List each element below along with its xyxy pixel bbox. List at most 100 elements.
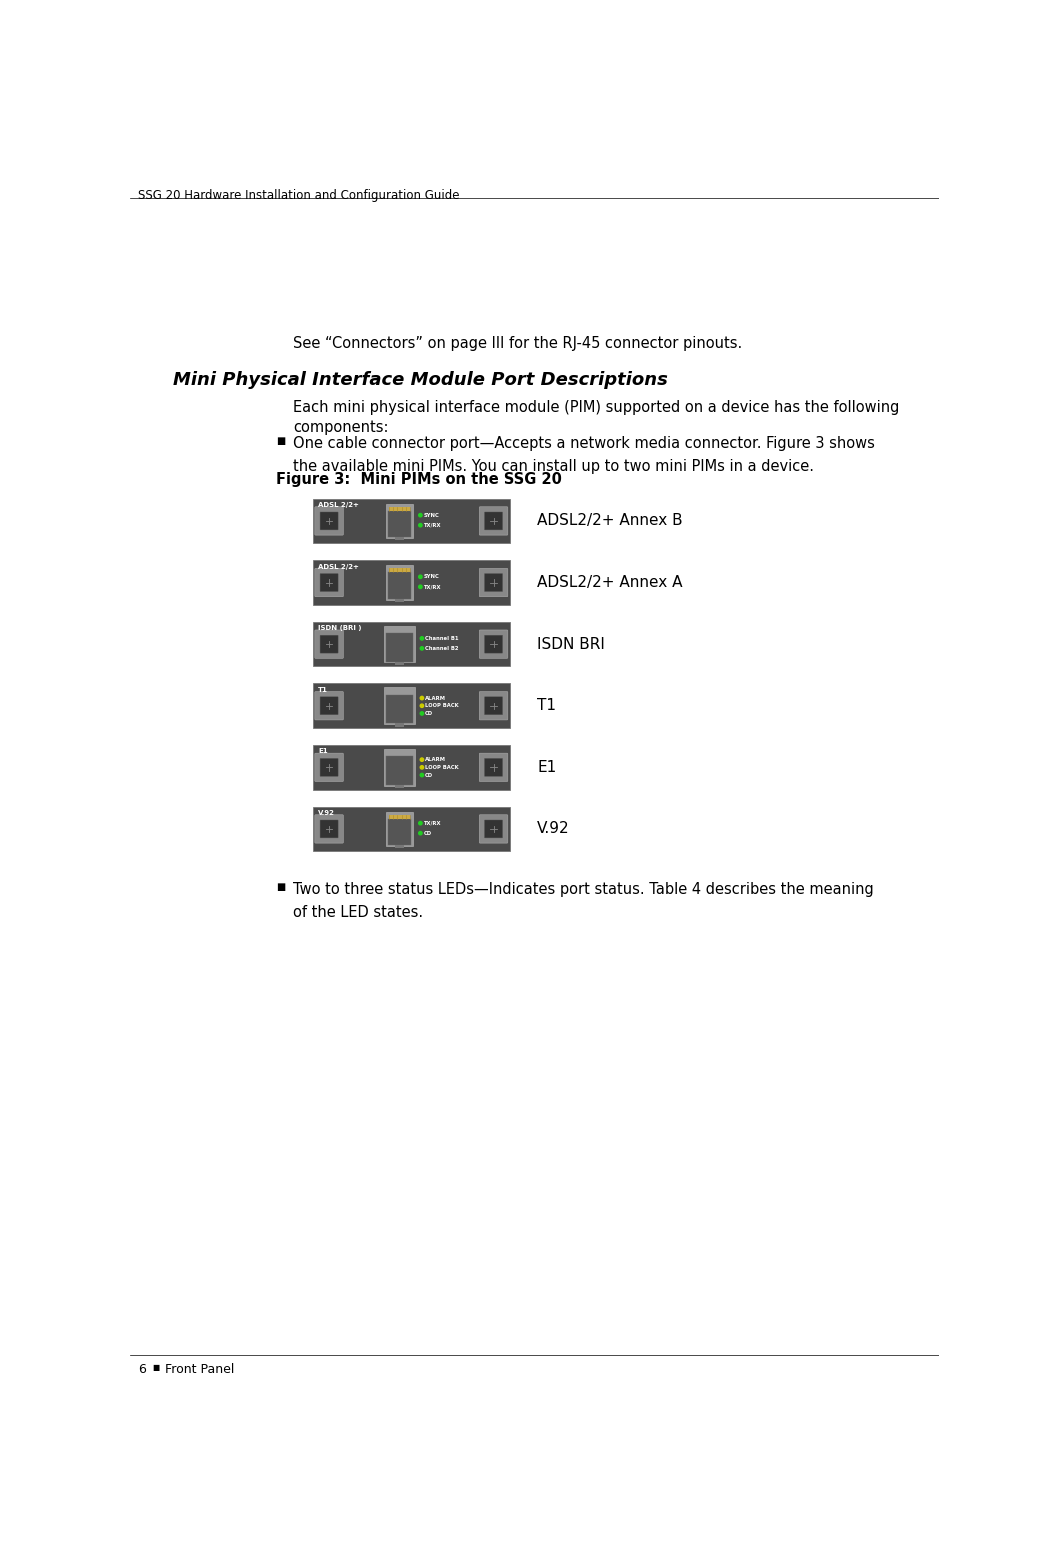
Text: ISDN (BRI ): ISDN (BRI ) <box>318 625 362 631</box>
Text: Two to three status LEDs—Indicates port status. Table 4 describes the meaning: Two to three status LEDs—Indicates port … <box>293 882 874 897</box>
FancyBboxPatch shape <box>384 626 414 662</box>
Text: Channel B2: Channel B2 <box>425 646 458 651</box>
Text: One cable connector port—Accepts a network media connector. Figure 3 shows: One cable connector port—Accepts a netwo… <box>293 436 875 451</box>
FancyBboxPatch shape <box>485 574 503 592</box>
Circle shape <box>420 758 423 761</box>
FancyBboxPatch shape <box>313 499 510 544</box>
FancyBboxPatch shape <box>395 784 404 789</box>
Circle shape <box>420 646 423 649</box>
FancyBboxPatch shape <box>480 753 508 781</box>
FancyBboxPatch shape <box>313 746 510 789</box>
Text: TX/RX: TX/RX <box>423 522 441 527</box>
FancyBboxPatch shape <box>386 694 413 724</box>
Text: ISDN BRI: ISDN BRI <box>537 637 605 651</box>
Text: SSG 20 Hardware Installation and Configuration Guide: SSG 20 Hardware Installation and Configu… <box>138 189 460 202</box>
Circle shape <box>418 831 422 835</box>
Text: ADSL 2/2+: ADSL 2/2+ <box>318 502 359 508</box>
Text: the available mini PIMs. You can install up to two mini PIMs in a device.: the available mini PIMs. You can install… <box>293 459 815 474</box>
Text: ADSL2/2+ Annex B: ADSL2/2+ Annex B <box>537 513 683 529</box>
Text: E1: E1 <box>318 749 328 755</box>
Text: ■: ■ <box>276 882 286 893</box>
Text: Mini Physical Interface Module Port Descriptions: Mini Physical Interface Module Port Desc… <box>173 370 668 389</box>
Text: LOOP BACK: LOOP BACK <box>425 704 459 708</box>
FancyBboxPatch shape <box>315 691 343 719</box>
FancyBboxPatch shape <box>395 598 404 601</box>
Text: SYNC: SYNC <box>423 575 439 580</box>
Text: ■: ■ <box>152 1362 160 1372</box>
FancyBboxPatch shape <box>395 724 404 727</box>
Text: CD: CD <box>425 772 433 778</box>
Text: See “Connectors” on page III for the RJ-45 connector pinouts.: See “Connectors” on page III for the RJ-… <box>293 336 743 352</box>
Text: SYNC: SYNC <box>423 513 439 518</box>
FancyBboxPatch shape <box>480 629 508 659</box>
FancyBboxPatch shape <box>315 507 343 535</box>
Text: Each mini physical interface module (PIM) supported on a device has the followin: Each mini physical interface module (PIM… <box>293 400 899 436</box>
FancyBboxPatch shape <box>480 691 508 719</box>
Text: V.92: V.92 <box>537 822 569 837</box>
FancyBboxPatch shape <box>386 756 413 784</box>
FancyBboxPatch shape <box>395 536 404 541</box>
FancyBboxPatch shape <box>395 662 404 665</box>
Text: Figure 3:  Mini PIMs on the SSG 20: Figure 3: Mini PIMs on the SSG 20 <box>276 473 562 487</box>
FancyBboxPatch shape <box>485 758 503 777</box>
Text: ADSL2/2+ Annex A: ADSL2/2+ Annex A <box>537 575 683 591</box>
FancyBboxPatch shape <box>388 818 411 845</box>
Text: Front Panel: Front Panel <box>165 1362 235 1375</box>
FancyBboxPatch shape <box>395 845 404 848</box>
Text: 6: 6 <box>138 1362 146 1375</box>
Text: E1: E1 <box>537 760 557 775</box>
FancyBboxPatch shape <box>485 512 503 530</box>
FancyBboxPatch shape <box>320 512 338 530</box>
FancyBboxPatch shape <box>485 636 503 653</box>
Text: ADSL 2/2+: ADSL 2/2+ <box>318 564 359 570</box>
Circle shape <box>420 637 423 640</box>
Circle shape <box>418 575 422 578</box>
FancyBboxPatch shape <box>320 636 338 653</box>
Text: ALARM: ALARM <box>425 696 445 701</box>
Text: ALARM: ALARM <box>425 756 445 763</box>
FancyBboxPatch shape <box>320 698 338 715</box>
FancyBboxPatch shape <box>320 574 338 592</box>
Circle shape <box>420 696 423 699</box>
Text: LOOP BACK: LOOP BACK <box>425 764 459 770</box>
Text: T1: T1 <box>537 698 556 713</box>
Text: Channel B1: Channel B1 <box>425 636 459 640</box>
Text: CD: CD <box>423 831 432 835</box>
Text: T1: T1 <box>318 687 328 693</box>
FancyBboxPatch shape <box>315 629 343 659</box>
Text: V.92: V.92 <box>318 811 335 817</box>
FancyBboxPatch shape <box>315 753 343 781</box>
Text: of the LED states.: of the LED states. <box>293 905 423 921</box>
FancyBboxPatch shape <box>386 812 413 846</box>
FancyBboxPatch shape <box>313 622 510 666</box>
FancyBboxPatch shape <box>320 820 338 839</box>
Text: ■: ■ <box>276 436 286 446</box>
FancyBboxPatch shape <box>389 815 410 818</box>
Circle shape <box>418 822 422 825</box>
Circle shape <box>418 524 422 527</box>
FancyBboxPatch shape <box>313 560 510 604</box>
Circle shape <box>420 773 423 777</box>
Circle shape <box>420 704 423 707</box>
FancyBboxPatch shape <box>386 632 413 662</box>
FancyBboxPatch shape <box>480 507 508 535</box>
FancyBboxPatch shape <box>386 566 413 600</box>
FancyBboxPatch shape <box>313 806 510 851</box>
FancyBboxPatch shape <box>389 569 410 572</box>
FancyBboxPatch shape <box>480 815 508 843</box>
FancyBboxPatch shape <box>485 820 503 839</box>
FancyBboxPatch shape <box>389 507 410 510</box>
Circle shape <box>418 513 422 516</box>
FancyBboxPatch shape <box>388 510 411 536</box>
FancyBboxPatch shape <box>320 758 338 777</box>
Text: CD: CD <box>425 711 433 716</box>
Circle shape <box>418 584 422 589</box>
FancyBboxPatch shape <box>384 687 414 724</box>
Circle shape <box>420 766 423 769</box>
FancyBboxPatch shape <box>485 698 503 715</box>
Text: TX/RX: TX/RX <box>423 820 441 826</box>
FancyBboxPatch shape <box>388 572 411 598</box>
FancyBboxPatch shape <box>315 815 343 843</box>
FancyBboxPatch shape <box>480 569 508 597</box>
FancyBboxPatch shape <box>384 749 414 786</box>
